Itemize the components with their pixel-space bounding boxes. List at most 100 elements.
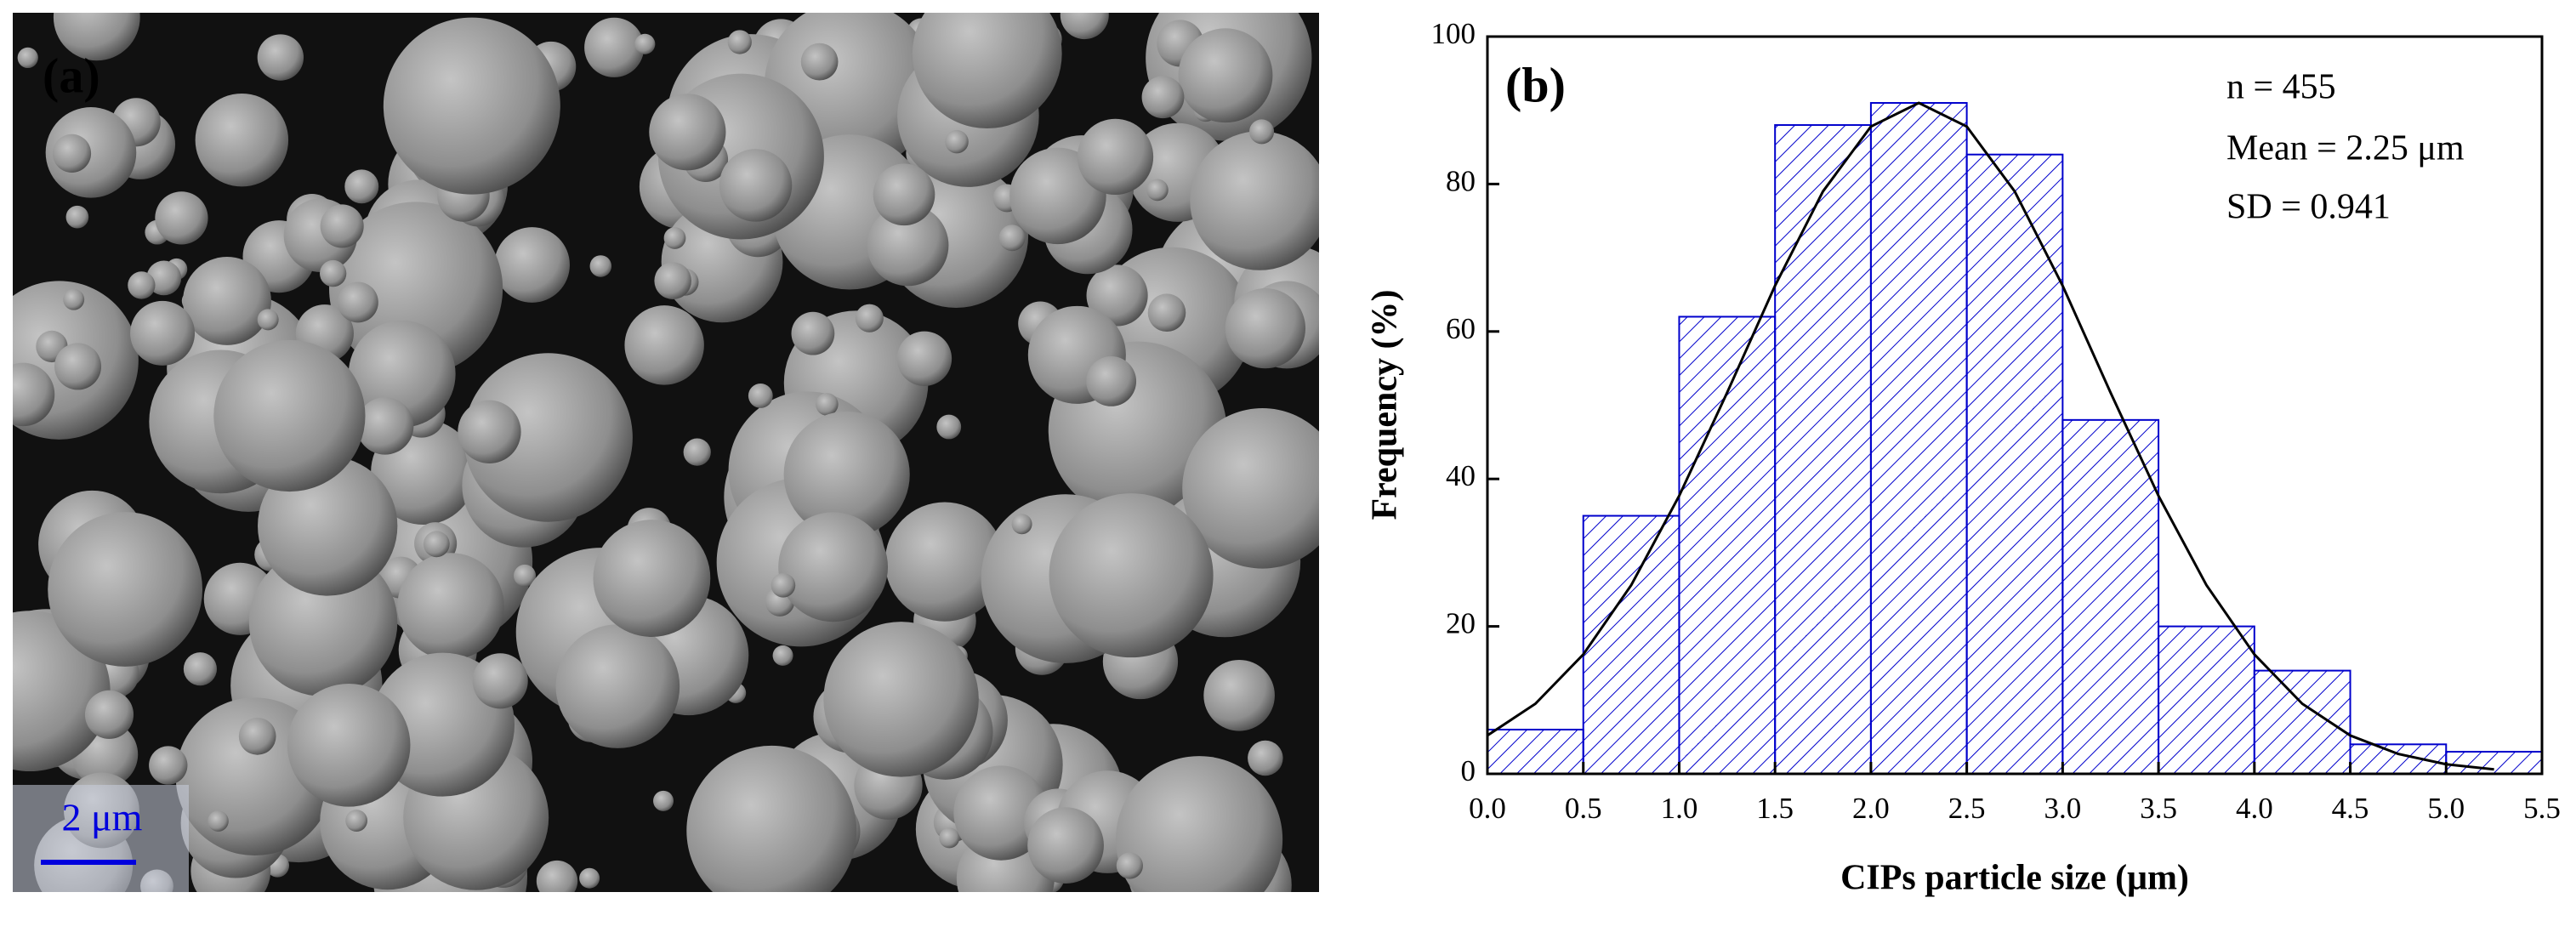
x-tick-label: 3.0: [2044, 792, 2081, 825]
particle: [953, 765, 1049, 861]
bar: [2445, 750, 2543, 775]
y-tick-label: 40: [1446, 459, 1476, 492]
particle: [624, 305, 704, 385]
annotation: n = 455: [2226, 68, 2336, 107]
x-tick-label: 1.0: [1661, 792, 1698, 825]
particle: [52, 134, 92, 173]
particle: [912, 13, 1062, 129]
particle: [555, 624, 680, 748]
plot-frame: [1486, 35, 2544, 776]
particle: [1060, 13, 1109, 40]
particle: [458, 400, 521, 463]
particle: [589, 255, 612, 277]
histogram: 0.0 0.5 1.0 1.5 2.0 2.5 3.0 3.5 4.0 4.5 5.0 5.5 0 20 4…: [1366, 17, 2561, 898]
particle: [53, 13, 140, 61]
particle: [654, 262, 692, 299]
particle: [208, 810, 229, 832]
particle: [1077, 118, 1154, 196]
particle: [778, 512, 889, 622]
particle: [727, 30, 752, 54]
x-tick-label: 0.5: [1565, 792, 1602, 825]
x-axis-label: CIPs particle size (μm): [1840, 859, 2189, 898]
particle: [514, 564, 537, 587]
bar: [2253, 669, 2351, 775]
particle: [1141, 76, 1185, 119]
bar: [1582, 514, 1680, 775]
particle: [65, 205, 89, 229]
particle: [149, 746, 188, 785]
x-tick-label: 5.5: [2523, 792, 2561, 825]
x-tick-label: 5.0: [2427, 792, 2465, 825]
x-tick-label: 2.0: [1852, 792, 1890, 825]
particle: [213, 339, 366, 492]
particle: [936, 414, 962, 440]
particle: [63, 288, 85, 310]
bar: [1965, 153, 2064, 776]
particle: [1182, 408, 1319, 569]
particle: [649, 94, 726, 171]
particle: [356, 397, 414, 455]
y-tick-label: 60: [1446, 312, 1476, 345]
particle: [319, 259, 347, 287]
y-axis-label: Frequency (%): [1366, 289, 1405, 520]
particle: [748, 384, 773, 408]
particle: [686, 745, 857, 892]
particle: [155, 191, 208, 245]
particle: [195, 93, 289, 187]
bar: [2061, 418, 2160, 775]
particle: [873, 163, 935, 226]
particle: [791, 311, 835, 355]
particle: [183, 652, 217, 686]
particle: [593, 520, 711, 637]
bar: [2158, 625, 2255, 775]
y-tick-label: 100: [1431, 17, 1476, 50]
particle: [663, 227, 686, 249]
scale-label: 2 μm: [62, 796, 143, 839]
particle: [1190, 131, 1319, 270]
particle: [1086, 264, 1148, 327]
particle: [1178, 28, 1273, 123]
particle: [463, 353, 633, 522]
particle: [783, 411, 910, 538]
particle: [536, 860, 578, 892]
particle: [320, 204, 364, 248]
particle: [257, 34, 304, 81]
particle: [634, 33, 656, 54]
fit-curve: [1487, 101, 2494, 771]
scale-box: [13, 785, 189, 892]
particle: [1147, 293, 1186, 332]
y-tick-label: 80: [1446, 164, 1476, 197]
particle: [146, 260, 182, 296]
particle: [719, 149, 793, 222]
particle: [183, 257, 271, 345]
particle: [17, 47, 38, 69]
particle: [816, 393, 839, 416]
particle: [772, 645, 793, 666]
annotation: Mean = 2.25 μm: [2226, 129, 2465, 168]
particle: [1203, 659, 1275, 731]
particle: [48, 512, 203, 667]
particle: [54, 343, 102, 390]
particle: [683, 438, 711, 466]
particle: [257, 309, 279, 331]
annotation: SD = 0.941: [2226, 188, 2391, 227]
x-tick-label: 4.5: [2332, 792, 2369, 825]
particle: [1146, 179, 1169, 202]
particle: [1225, 287, 1306, 369]
particle: [472, 653, 528, 709]
particle: [584, 17, 645, 77]
particle: [397, 553, 504, 660]
particle: [1049, 493, 1214, 658]
x-tick-label: 2.5: [1948, 792, 1986, 825]
particle: [1116, 852, 1143, 879]
particle: [945, 129, 969, 154]
particle: [345, 810, 368, 832]
particle: [939, 827, 960, 849]
particle: [855, 304, 884, 332]
x-tick-label: 4.0: [2236, 792, 2273, 825]
particle: [130, 300, 196, 366]
bar: [1869, 102, 1968, 775]
y-tick-label: 0: [1461, 754, 1476, 787]
particle: [867, 204, 949, 287]
